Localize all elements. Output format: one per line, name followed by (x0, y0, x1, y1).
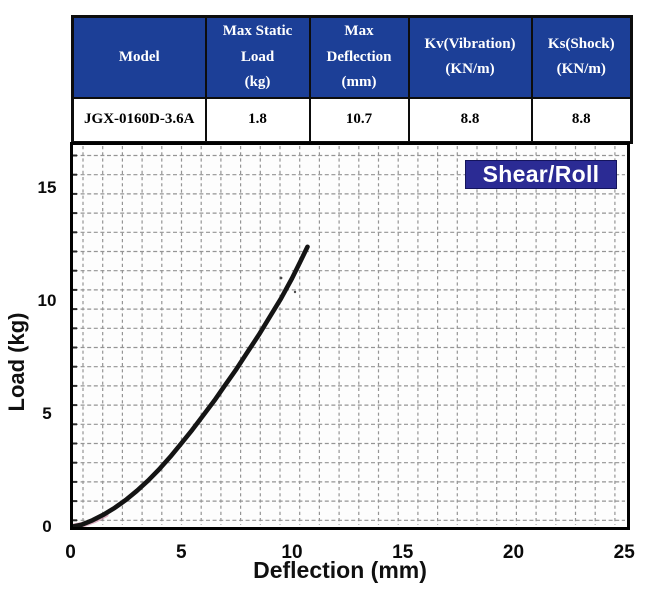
x-tick-label: 5 (175, 542, 187, 563)
x-tick-label: 10 (281, 542, 303, 563)
y-tick-label: 15 (37, 178, 57, 197)
x-tick-label: 25 (613, 542, 635, 563)
header-cell-ks-shock: Ks(Shock) (KN/m) (530, 15, 633, 99)
y-tick-label: 10 (37, 291, 57, 310)
cell-kv-value: 8.8 (407, 96, 533, 143)
y-tick-label: 0 (42, 517, 52, 536)
spec-table: Model Max Static Load (kg) Max Deflectio… (71, 15, 633, 144)
header-cell-model: Model (71, 15, 207, 99)
load-deflection-curve (70, 244, 310, 530)
cell-max-static-load-value: 1.8 (204, 96, 311, 143)
plot-area: Shear/Roll (70, 142, 630, 530)
header-cell-max-deflection: Max Deflection (mm) (308, 15, 410, 99)
header-cell-kv-vibration: Kv(Vibration) (KN/m) (407, 15, 533, 99)
cell-max-deflection-value: 10.7 (308, 96, 410, 143)
shear-roll-badge-label: Shear/Roll (482, 161, 600, 187)
plot-canvas (70, 142, 630, 530)
header-cell-max-static-load: Max Static Load (kg) (204, 15, 311, 99)
cell-ks-value: 8.8 (530, 96, 633, 143)
x-tick-label: 20 (502, 542, 525, 563)
scan-speck (279, 276, 283, 280)
x-axis-label: Deflection (mm) (253, 557, 427, 583)
x-tick-label: 0 (65, 542, 76, 563)
y-tick-label: 5 (42, 404, 52, 423)
x-tick-label: 15 (392, 542, 414, 563)
cell-model-value: JGX-0160D-3.6A (71, 96, 207, 143)
spec-table-row: JGX-0160D-3.6A 1.8 10.7 8.8 8.8 (71, 96, 633, 143)
plot-border (70, 142, 630, 530)
y-axis-label: Load (kg) (4, 312, 29, 412)
scan-speck (293, 290, 297, 294)
spec-table-header-row: Model Max Static Load (kg) Max Deflectio… (71, 15, 633, 99)
shear-roll-badge: Shear/Roll (465, 160, 617, 189)
